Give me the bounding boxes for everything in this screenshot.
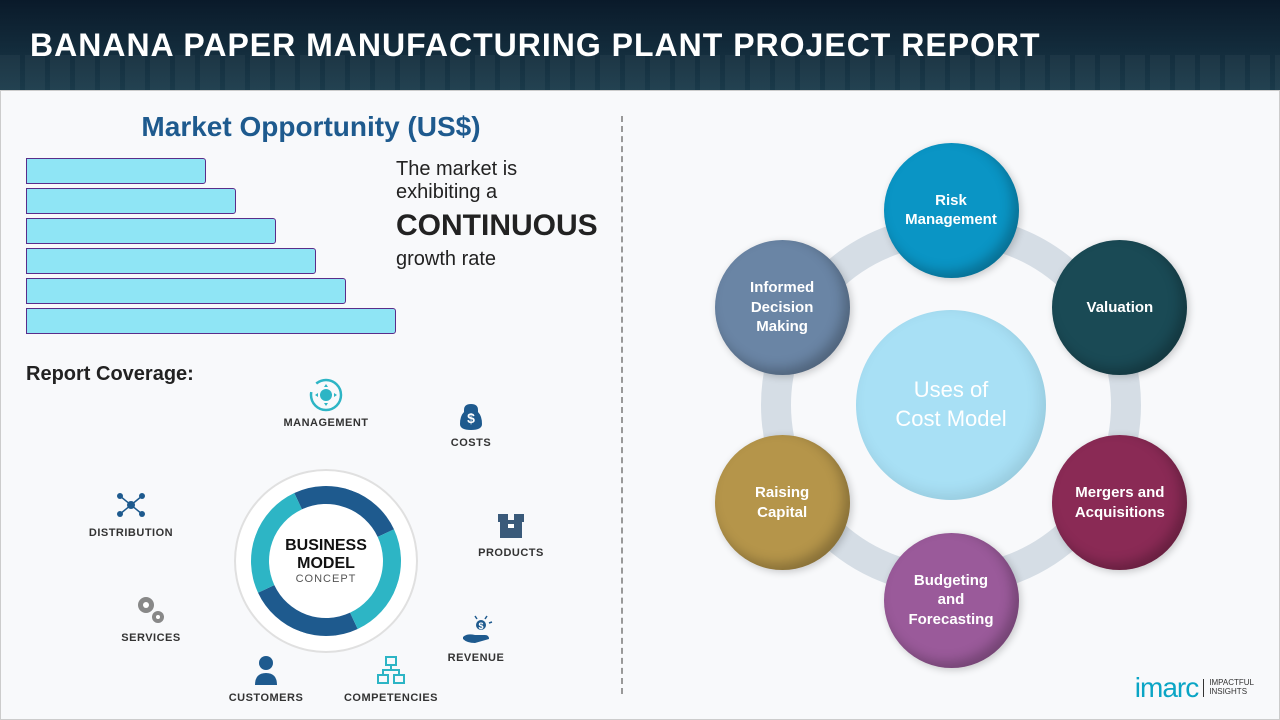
cost-center-circle: Uses ofCost Model	[856, 310, 1046, 500]
money-icon: $	[452, 396, 490, 434]
cost-node: BudgetingandForecasting	[884, 533, 1019, 668]
page-title: BANANA PAPER MANUFACTURING PLANT PROJECT…	[30, 27, 1041, 64]
cost-node: Valuation	[1052, 240, 1187, 375]
biz-item-label: PRODUCTS	[456, 547, 566, 559]
chart-bar	[26, 308, 396, 334]
biz-item-customers: CUSTOMERS	[211, 651, 321, 704]
chart-bar	[26, 248, 316, 274]
chart-bar	[26, 218, 276, 244]
chart-bar	[26, 158, 206, 184]
chart-bar	[26, 188, 236, 214]
growth-line1: The market is exhibiting a	[396, 158, 598, 204]
box-icon	[492, 506, 530, 544]
bar-chart	[26, 158, 376, 338]
cost-node: RiskManagement	[884, 143, 1019, 278]
cost-node: InformedDecisionMaking	[715, 240, 850, 375]
growth-line2: growth rate	[396, 248, 598, 271]
org-icon	[372, 651, 410, 689]
biz-item-distribution: DISTRIBUTION	[76, 486, 186, 539]
business-model-diagram: BUSINESS MODEL CONCEPT MANAGEMENT $ COSTS P…	[86, 376, 566, 686]
biz-item-costs: $ COSTS	[416, 396, 526, 449]
growth-big: CONTINUOUS	[396, 209, 598, 243]
network-icon	[112, 486, 150, 524]
right-panel: Uses ofCost Model RiskManagementValuatio…	[623, 91, 1279, 719]
header-banner: BANANA PAPER MANUFACTURING PLANT PROJECT…	[0, 0, 1280, 90]
biz-ring	[230, 465, 422, 657]
person-icon	[247, 651, 285, 689]
cost-node: RaisingCapital	[715, 435, 850, 570]
growth-text-block: The market is exhibiting a CONTINUOUS gr…	[396, 158, 598, 271]
gears-icon	[132, 591, 170, 629]
logo-sub2: INSIGHTS	[1209, 688, 1254, 697]
logo-text: imarc	[1135, 672, 1198, 704]
biz-item-products: PRODUCTS	[456, 506, 566, 559]
biz-item-services: SERVICES	[96, 591, 206, 644]
hand-icon: $	[457, 611, 495, 649]
cost-node: Mergers andAcquisitions	[1052, 435, 1187, 570]
biz-item-label: COMPETENCIES	[336, 692, 446, 704]
left-panel: Market Opportunity (US$) The market is e…	[1, 91, 621, 719]
main-content: Market Opportunity (US$) The market is e…	[0, 90, 1280, 720]
logo-subtitle: IMPACTFUL INSIGHTS	[1203, 679, 1254, 697]
chart-row: The market is exhibiting a CONTINUOUS gr…	[26, 158, 596, 338]
biz-item-competencies: COMPETENCIES	[336, 651, 446, 704]
cost-model-diagram: Uses ofCost Model RiskManagementValuatio…	[691, 145, 1211, 665]
svg-text:$: $	[467, 410, 475, 426]
biz-item-label: COSTS	[416, 437, 526, 449]
biz-item-label: MANAGEMENT	[271, 417, 381, 429]
biz-item-label: DISTRIBUTION	[76, 527, 186, 539]
chart-title: Market Opportunity (US$)	[26, 111, 596, 143]
bulb-icon	[307, 376, 345, 414]
svg-text:$: $	[478, 621, 483, 631]
brand-logo: imarc IMPACTFUL INSIGHTS	[1135, 672, 1254, 704]
biz-center-circle: BUSINESS MODEL CONCEPT	[236, 471, 416, 651]
biz-item-label: CUSTOMERS	[211, 692, 321, 704]
biz-item-label: SERVICES	[96, 632, 206, 644]
chart-bar	[26, 278, 346, 304]
biz-item-management: MANAGEMENT	[271, 376, 381, 429]
